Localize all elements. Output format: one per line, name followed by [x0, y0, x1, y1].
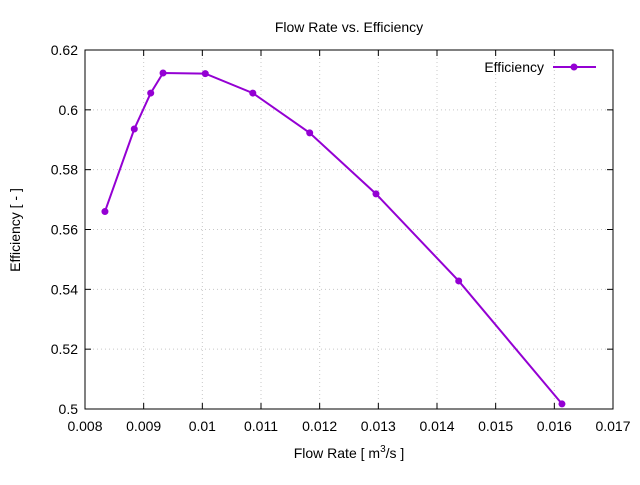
y-tick-label: 0.54	[51, 281, 78, 297]
y-tick-label: 0.6	[59, 102, 79, 118]
x-tick-label: 0.01	[189, 418, 216, 434]
series-line	[104, 72, 563, 405]
series	[101, 69, 566, 408]
x-tick-label: 0.013	[361, 418, 396, 434]
data-point	[101, 208, 109, 216]
data-point	[201, 70, 209, 78]
data-point	[130, 125, 138, 133]
x-tick-label: 0.015	[478, 418, 513, 434]
x-tick-label: 0.016	[537, 418, 572, 434]
x-tick-label: 0.012	[302, 418, 337, 434]
y-tick-label: 0.52	[51, 341, 78, 357]
y-axis-label: Efficiency [ - ]	[7, 188, 23, 272]
legend-label: Efficiency	[484, 59, 544, 75]
legend: Efficiency	[484, 59, 596, 75]
data-point	[558, 400, 566, 408]
y-tick-label: 0.58	[51, 162, 78, 178]
data-point	[455, 277, 463, 285]
y-tick-label: 0.5	[59, 401, 79, 417]
x-axis-label-sup: 3	[380, 444, 386, 455]
x-tick-label: 0.008	[67, 418, 102, 434]
data-point	[306, 129, 314, 137]
x-tick-label: 0.011	[244, 418, 278, 434]
x-tick-label: 0.009	[126, 418, 161, 434]
x-axis-label-tail: /s ]	[386, 445, 405, 461]
data-point	[159, 69, 167, 77]
x-axis-label: Flow Rate [ m3/s ]	[294, 444, 405, 461]
x-tick-label: 0.017	[595, 418, 630, 434]
data-point	[372, 190, 380, 198]
chart-title: Flow Rate vs. Efficiency	[275, 19, 423, 35]
ticks: 0.008 0.009 0.01 0.011 0.012 0.013 0.014 0.015 0…	[51, 42, 631, 434]
data-point	[147, 89, 155, 97]
legend-marker	[570, 63, 578, 71]
grid	[85, 50, 613, 409]
y-tick-label: 0.56	[51, 222, 78, 238]
x-tick-label: 0.014	[419, 418, 454, 434]
y-tick-label: 0.62	[51, 42, 78, 58]
x-axis-label-main: Flow Rate [ m	[294, 445, 380, 461]
data-point	[249, 89, 257, 97]
